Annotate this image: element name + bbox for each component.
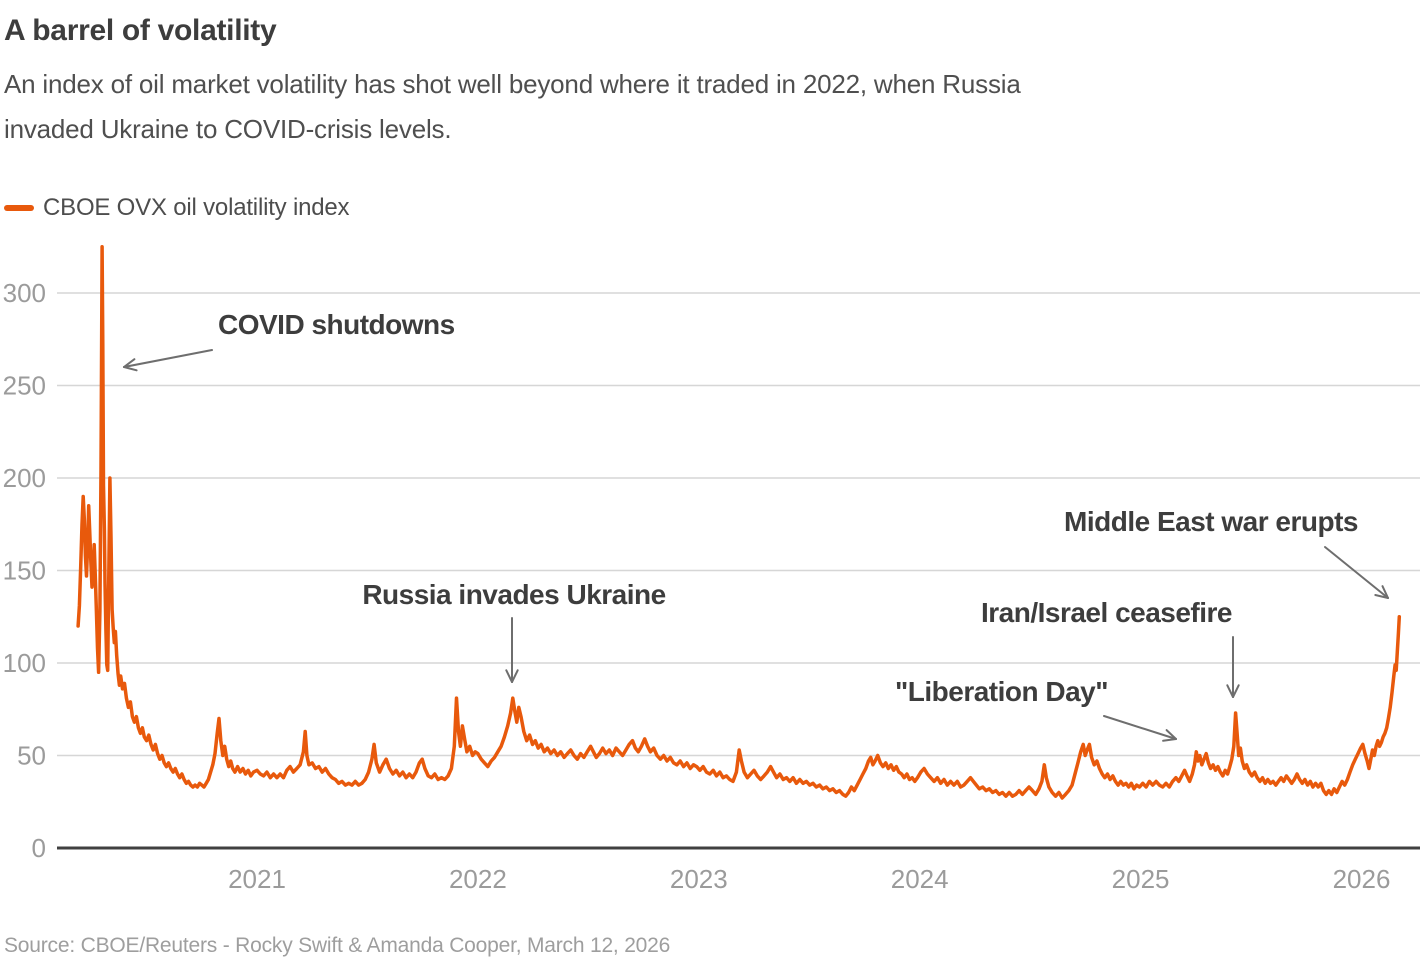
arrow-shaft-icon (123, 349, 213, 368)
y-tick-label-50: 50 (17, 741, 46, 771)
arrow-shaft-icon (1324, 546, 1389, 599)
arrow-head-icon (1165, 729, 1177, 740)
ovx-index-line (76, 245, 1402, 800)
annotation-label-1: Russia invades Ukraine (362, 579, 665, 610)
arrow-head-icon (1232, 684, 1240, 698)
chart-subtitle: An index of oil market volatility has sh… (4, 62, 1416, 152)
x-tick-label-2024: 2024 (891, 864, 949, 894)
annotation-label-0: COVID shutdowns (218, 309, 455, 340)
x-tick-label-2022: 2022 (449, 864, 507, 894)
y-tick-label-250: 250 (3, 371, 46, 401)
y-tick-label-150: 150 (3, 556, 46, 586)
annotation-arrow-2 (1103, 715, 1177, 742)
annotation-arrow-1 (505, 617, 519, 683)
arrow-head-icon (1374, 594, 1389, 599)
arrow-shaft-icon (1103, 715, 1177, 740)
source-note: Source: CBOE/Reuters - Rocky Swift & Ama… (4, 934, 671, 957)
annotation-label-4: Middle East war erupts (1064, 506, 1358, 537)
arrow-head-icon (505, 669, 513, 683)
annotation-label-3: Iran/Israel ceasefire (981, 597, 1232, 628)
x-tick-label-2026: 2026 (1333, 864, 1391, 894)
subtitle-line-1: An index of oil market volatility has sh… (4, 69, 1021, 99)
annotation-label-2: "Liberation Day" (895, 676, 1108, 707)
x-axis-labels-group: 2021 2022 2023 2024 2025 2026 (228, 864, 1390, 894)
arrow-head-icon (511, 669, 519, 683)
x-tick-label-2025: 2025 (1112, 864, 1170, 894)
y-tick-label-300: 300 (3, 278, 46, 308)
y-axis-labels-group: 0 50 100 150 200 250 300 (3, 278, 46, 863)
arrow-head-icon (123, 366, 138, 372)
annotation-arrow-0 (123, 349, 213, 372)
chart-header: A barrel of volatility An index of oil m… (4, 0, 1416, 152)
arrow-head-icon (1162, 738, 1177, 742)
x-tick-label-2021: 2021 (228, 864, 286, 894)
legend-label: CBOE OVX oil volatility index (43, 194, 350, 221)
arrow-head-icon (1381, 585, 1389, 599)
legend: CBOE OVX oil volatility index (4, 194, 350, 222)
annotations-group: COVID shutdowns Russia invades Ukraine "Li… (123, 309, 1389, 742)
arrow-head-icon (123, 358, 136, 368)
arrow-head-icon (1226, 684, 1234, 698)
x-tick-label-2023: 2023 (670, 864, 728, 894)
y-tick-label-0: 0 (32, 833, 46, 863)
y-tick-label-200: 200 (3, 463, 46, 493)
annotation-arrow-4 (1324, 546, 1389, 599)
page-title: A barrel of volatility (4, 14, 277, 47)
subtitle-line-2: invaded Ukraine to COVID-crisis levels. (4, 114, 452, 144)
y-tick-label-100: 100 (3, 648, 46, 678)
annotation-arrow-3 (1226, 636, 1240, 698)
legend-line-swatch-icon (4, 205, 34, 211)
